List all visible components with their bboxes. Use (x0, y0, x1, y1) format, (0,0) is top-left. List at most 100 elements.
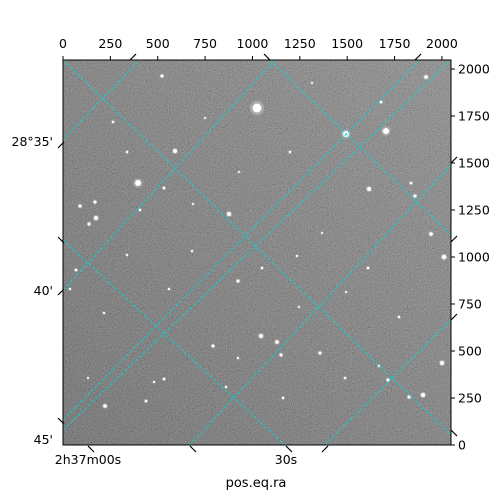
star (413, 194, 417, 198)
world-tick-mark (87, 445, 95, 453)
star (192, 203, 194, 205)
star (111, 120, 115, 124)
coordinate-grid (63, 60, 451, 445)
star (135, 180, 141, 186)
star (429, 232, 433, 236)
grid-line (63, 60, 276, 291)
dec-tick-label-45: 45' (34, 432, 53, 447)
star (94, 216, 98, 220)
star (103, 404, 107, 408)
star (167, 287, 171, 291)
grid-line (324, 319, 451, 445)
star (383, 128, 389, 134)
x-tick-label: 1000 (237, 36, 269, 51)
pixel-ticks: 0 250 500 750 1000 1250 1500 1750 2000 0 250 500 750… (59, 36, 490, 453)
grid-line (63, 60, 141, 141)
sky-image (63, 60, 451, 445)
image-noise (63, 60, 451, 445)
grid-line (63, 239, 286, 445)
y-tick-label: 0 (458, 438, 466, 453)
star (144, 399, 148, 403)
star (259, 334, 263, 338)
world-tick-mark (321, 445, 329, 453)
star (162, 377, 166, 381)
world-tick-mark (285, 445, 293, 453)
star (298, 306, 300, 308)
y-tick-label: 1750 (458, 109, 490, 124)
star (236, 356, 240, 360)
star (343, 376, 347, 380)
star (236, 279, 240, 283)
dec-tick-label-40: 40' (34, 283, 53, 298)
star (260, 266, 264, 270)
star (441, 254, 447, 260)
world-tick-mark (57, 236, 65, 244)
plot-frame (62, 59, 452, 446)
dec-tick-label-35: 28°35' (12, 134, 54, 149)
x-tick-label: 2000 (426, 36, 458, 51)
star (125, 253, 129, 257)
world-tick-mark (450, 156, 458, 164)
star (160, 74, 164, 78)
star (321, 232, 323, 234)
x-tick-label: 1250 (284, 36, 316, 51)
x-axis-title: pos.eq.ra (226, 476, 287, 491)
star (407, 395, 411, 399)
world-tick-mark (450, 235, 458, 243)
stars-layer (68, 73, 448, 409)
star (421, 393, 425, 397)
star (102, 311, 106, 315)
world-ticks (57, 53, 458, 453)
world-tick-mark (263, 53, 271, 61)
x-tick-label: 500 (146, 36, 170, 51)
grid-line (63, 60, 421, 421)
star (238, 171, 240, 173)
star (227, 212, 231, 216)
world-tick-mark (57, 288, 65, 296)
y-tick-label: 1000 (458, 250, 490, 265)
star (74, 268, 78, 272)
x-tick-label: 1500 (331, 36, 363, 51)
star (78, 204, 82, 208)
world-tick-mark (189, 445, 197, 453)
star (152, 380, 156, 384)
star (204, 117, 206, 119)
star (281, 396, 285, 400)
world-tick-mark (450, 313, 458, 321)
grid-line (189, 164, 451, 445)
star (379, 100, 383, 104)
star (409, 181, 413, 185)
ra-tick-label-0: 2h37m00s (55, 452, 121, 467)
y-tick-label: 750 (458, 297, 482, 312)
star (87, 377, 89, 379)
star (87, 222, 91, 226)
world-tick-mark (450, 429, 458, 437)
star (366, 266, 370, 270)
star (386, 378, 390, 382)
star (68, 287, 72, 291)
star (125, 150, 129, 154)
x-tick-label: 250 (98, 36, 122, 51)
star (252, 103, 262, 113)
star (190, 249, 194, 253)
world-tick-mark (57, 417, 65, 425)
world-tick-mark (57, 141, 65, 149)
ra-tick-label-30s: 30s (275, 452, 297, 467)
y-tick-label: 250 (458, 391, 482, 406)
star (311, 82, 313, 84)
star (397, 315, 401, 319)
x-tick-label: 0 (59, 36, 67, 51)
y-tick-label: 2000 (458, 62, 490, 77)
star (93, 200, 97, 204)
star (275, 340, 279, 344)
star (162, 186, 166, 190)
grid-line (63, 60, 451, 431)
x-tick-label: 1750 (379, 36, 411, 51)
star (424, 75, 428, 79)
x-tick-label: 750 (193, 36, 217, 51)
star (138, 208, 142, 212)
world-tick-mark (414, 53, 422, 61)
star (211, 344, 215, 348)
star (440, 361, 444, 365)
world-tick-mark (129, 53, 137, 61)
